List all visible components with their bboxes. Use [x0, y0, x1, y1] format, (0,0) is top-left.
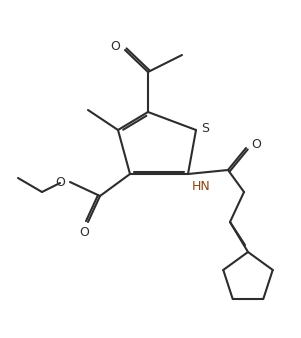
Text: HN: HN: [192, 180, 210, 193]
Text: S: S: [201, 122, 209, 136]
Text: O: O: [55, 175, 65, 189]
Text: O: O: [79, 225, 89, 239]
Text: O: O: [110, 40, 120, 52]
Text: O: O: [251, 139, 261, 151]
